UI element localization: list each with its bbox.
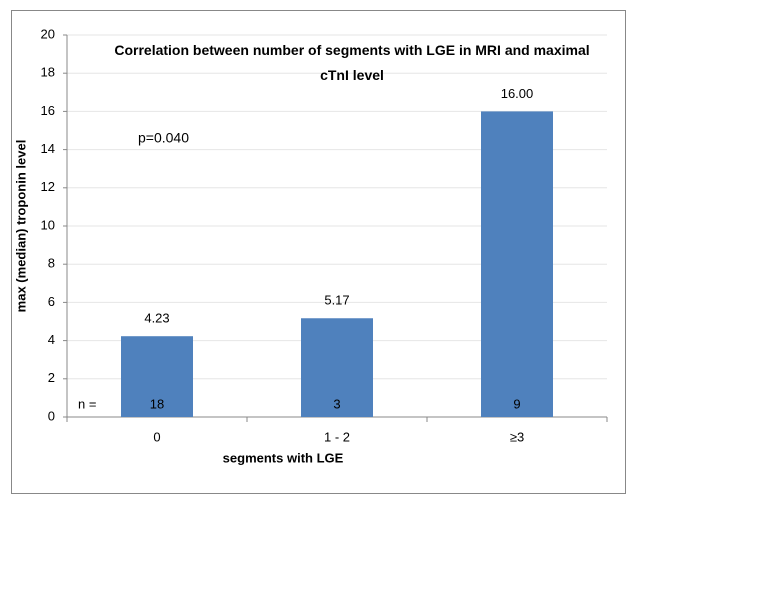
annotation: p=0.040 — [138, 130, 189, 146]
x-tick-label: 1 - 2 — [324, 429, 350, 444]
y-tick-label: 6 — [48, 294, 55, 309]
x-tick-label: 0 — [153, 429, 160, 444]
y-tick-label: 8 — [48, 256, 55, 271]
y-tick-label: 14 — [41, 141, 55, 156]
value-label: 4.23 — [144, 311, 169, 326]
bar — [121, 336, 193, 417]
value-label: 16.00 — [501, 86, 534, 101]
y-tick-label: 16 — [41, 103, 55, 118]
y-tick-label: 20 — [41, 26, 55, 41]
y-axis-label: max (median) troponin level — [13, 140, 28, 313]
y-tick-label: 0 — [48, 408, 55, 423]
n-value: 9 — [513, 396, 520, 411]
n-value: 18 — [150, 396, 164, 411]
n-label: n = — [78, 396, 96, 411]
y-tick-label: 18 — [41, 65, 55, 80]
bar — [301, 318, 373, 417]
y-tick-label: 10 — [41, 217, 55, 232]
chart-title: Correlation between number of segments w… — [114, 42, 590, 83]
y-tick-label: 12 — [41, 179, 55, 194]
y-tick-label: 4 — [48, 332, 55, 347]
bar — [481, 111, 553, 418]
n-value: 3 — [333, 396, 340, 411]
x-axis-label: segments with LGE — [223, 450, 344, 465]
y-tick-label: 2 — [48, 370, 55, 385]
value-label: 5.17 — [324, 293, 349, 308]
x-tick-label: ≥3 — [510, 429, 524, 444]
